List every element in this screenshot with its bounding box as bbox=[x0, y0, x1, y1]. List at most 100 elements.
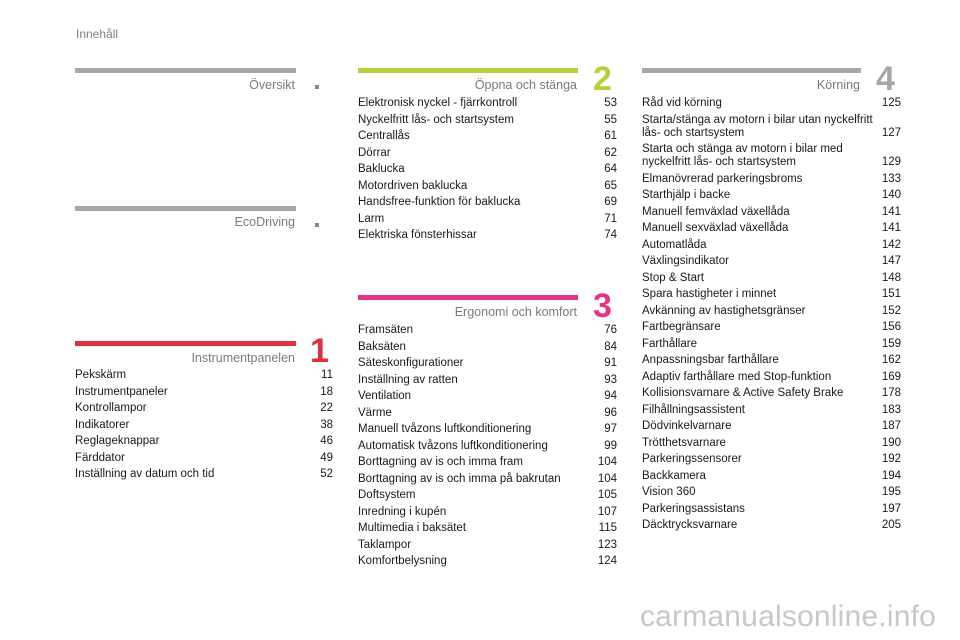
section-title-instrument[interactable]: Instrumentpanelen bbox=[191, 351, 295, 365]
toc-entry-page: 183 bbox=[881, 403, 901, 416]
toc-entry-title: Fartbegränsare bbox=[642, 321, 721, 333]
toc-entry[interactable]: Spara hastigheter i minnet 151 bbox=[642, 288, 901, 301]
toc-entry-page: 127 bbox=[881, 126, 901, 139]
toc-entry[interactable]: Avkänning av hastighetsgränser 152 bbox=[642, 305, 901, 318]
toc-entry[interactable]: Säteskonfigurationer 91 bbox=[358, 357, 617, 370]
toc-entry[interactable]: Trötthetsvarnare 190 bbox=[642, 437, 901, 450]
toc-entry[interactable]: Elektronisk nyckel - fjärrkontroll 53 bbox=[358, 97, 617, 110]
toc-entry[interactable]: Filhållningsassistent 183 bbox=[642, 404, 901, 417]
toc-entry[interactable]: Starta och stänga av motorn i bilar med … bbox=[642, 143, 901, 169]
section-number-korning: 4 bbox=[876, 60, 895, 98]
toc-entry[interactable]: Farthållare 159 bbox=[642, 338, 901, 351]
toc-entry-title: Adaptiv farthållare med Stop-funktion bbox=[642, 370, 832, 383]
toc-entry-title: Ventilation bbox=[358, 390, 412, 402]
toc-entry[interactable]: Anpassningsbar farthållare 162 bbox=[642, 354, 901, 367]
toc-entry[interactable]: Kollisionsvarnare & Active Safety Brake 1… bbox=[642, 387, 901, 400]
toc-entry-title: Nyckelfritt lås- och startsystem bbox=[358, 113, 514, 126]
toc-entry-page: 49 bbox=[320, 451, 333, 464]
toc-entry[interactable]: Manuell femväxlad växellåda 141 bbox=[642, 206, 901, 219]
toc-entry-page: 162 bbox=[881, 354, 901, 366]
toc-entry[interactable]: Nyckelfritt lås- och startsystem 55 bbox=[358, 114, 617, 127]
toc-entry[interactable]: Larm 71 bbox=[358, 213, 617, 226]
toc-entry[interactable]: Borttagning av is och imma på bakrutan 10… bbox=[358, 473, 617, 486]
toc-entry[interactable]: Manuell sexväxlad växellåda 141 bbox=[642, 222, 901, 235]
toc-entry[interactable]: Dödvinkelvarnare 187 bbox=[642, 420, 901, 433]
toc-entry-title: Parkeringsassistans bbox=[642, 502, 745, 515]
section-title-oppna[interactable]: Öppna och stänga bbox=[474, 78, 577, 92]
toc-entry-page: 74 bbox=[604, 229, 617, 241]
toc-entry[interactable]: Doftsystem 105 bbox=[358, 489, 617, 502]
toc-entry-page: 94 bbox=[604, 390, 617, 402]
toc-entry[interactable]: Automatisk tvåzons luftkonditionering 99 bbox=[358, 440, 617, 453]
toc-entry[interactable]: Kontrollampor 22 bbox=[75, 402, 333, 415]
toc-entry[interactable]: Backkamera 194 bbox=[642, 470, 901, 483]
toc-entry-page: 147 bbox=[881, 255, 901, 267]
toc-entry-title: Starta/stänga av motorn i bilar utan nyc… bbox=[642, 113, 873, 139]
section-title-ecodriving[interactable]: EcoDriving bbox=[234, 215, 295, 229]
toc-entry[interactable]: Däcktrycksvarnare 205 bbox=[642, 519, 901, 532]
toc-entry-page: 115 bbox=[598, 522, 617, 534]
toc-entry[interactable]: Komfortbelysning 124 bbox=[358, 555, 617, 568]
section-title-oversikt[interactable]: Översikt bbox=[249, 78, 295, 92]
toc-entry[interactable]: Elektriska fönsterhissar 74 bbox=[358, 229, 617, 242]
toc-entry-title: Filhållningsassistent bbox=[642, 403, 745, 416]
toc-entry[interactable]: Inredning i kupén 107 bbox=[358, 506, 617, 519]
toc-entry-page: 91 bbox=[604, 357, 617, 369]
toc-entry[interactable]: Multimedia i baksätet 115 bbox=[358, 522, 617, 535]
toc-entry[interactable]: Borttagning av is och imma fram 104 bbox=[358, 456, 617, 469]
toc-entry-page: 93 bbox=[604, 373, 617, 386]
toc-entry[interactable]: Fartbegränsare 156 bbox=[642, 321, 901, 334]
toc-entry-title: Trötthetsvarnare bbox=[642, 436, 726, 449]
section-title-ergonomi[interactable]: Ergonomi och komfort bbox=[454, 305, 577, 319]
toc-entry[interactable]: Taklampor 123 bbox=[358, 539, 617, 552]
toc-entry[interactable]: Starthjälp i backe 140 bbox=[642, 189, 901, 202]
toc-entry[interactable]: Starta/stänga av motorn i bilar utan nyc… bbox=[642, 114, 901, 140]
toc-entry-page: 97 bbox=[604, 423, 617, 435]
toc-entry[interactable]: Indikatorer 38 bbox=[75, 419, 333, 432]
toc-entry[interactable]: Råd vid körning 125 bbox=[642, 97, 901, 110]
toc-entry[interactable]: Centrallås 61 bbox=[358, 130, 617, 143]
toc-entry[interactable]: Inställning av datum och tid 52 bbox=[75, 468, 333, 481]
toc-entry[interactable]: Växlingsindikator 147 bbox=[642, 255, 901, 268]
toc-entry-title: Dörrar bbox=[358, 146, 391, 159]
toc-entry[interactable]: Parkeringssensorer 192 bbox=[642, 453, 901, 466]
toc-entry[interactable]: Handsfree-funktion för baklucka 69 bbox=[358, 196, 617, 209]
toc-entry-title: Starthjälp i backe bbox=[642, 189, 731, 201]
toc-entry[interactable]: Vision 360 195 bbox=[642, 486, 901, 499]
toc-entry-title: Farthållare bbox=[642, 337, 697, 350]
toc-entry[interactable]: Baklucka 64 bbox=[358, 163, 617, 176]
toc-entry-page: 197 bbox=[881, 502, 901, 515]
toc-entry-page: 61 bbox=[604, 130, 617, 142]
toc-entry[interactable]: Parkeringsassistans 197 bbox=[642, 503, 901, 516]
toc-entry[interactable]: Dörrar 62 bbox=[358, 147, 617, 160]
toc-entry-page: 62 bbox=[604, 146, 617, 159]
toc-entry-page: 69 bbox=[604, 196, 617, 208]
toc-entry[interactable]: Adaptiv farthållare med Stop-funktion 169 bbox=[642, 371, 901, 384]
toc-entry[interactable]: Framsäten 76 bbox=[358, 324, 617, 337]
toc-entry[interactable]: Manuell tvåzons luftkonditionering 97 bbox=[358, 423, 617, 436]
toc-entry[interactable]: Baksäten 84 bbox=[358, 341, 617, 354]
toc-entry[interactable]: Reglageknappar 46 bbox=[75, 435, 333, 448]
toc-entry[interactable]: Inställning av ratten 93 bbox=[358, 374, 617, 387]
toc-entry-title: Elektronisk nyckel - fjärrkontroll bbox=[358, 97, 518, 109]
section-title-korning[interactable]: Körning bbox=[816, 78, 860, 92]
toc-entry-title: Dödvinkelvarnare bbox=[642, 420, 732, 432]
toc-entry-title: Råd vid körning bbox=[642, 97, 722, 109]
toc-entry-page: 133 bbox=[881, 172, 901, 185]
toc-entry-title: Däcktrycksvarnare bbox=[642, 519, 738, 531]
toc-entry[interactable]: Elmanövrerad parkeringsbroms 133 bbox=[642, 173, 901, 186]
toc-entry[interactable]: Pekskärm 11 bbox=[75, 369, 333, 382]
toc-entry[interactable]: Instrumentpaneler 18 bbox=[75, 386, 333, 399]
toc-entry-title: Taklampor bbox=[358, 538, 412, 551]
toc-entry[interactable]: Färddator 49 bbox=[75, 452, 333, 465]
toc-entry-page: 194 bbox=[881, 469, 901, 482]
section-marker-oversikt bbox=[315, 85, 319, 89]
toc-entry[interactable]: Stop & Start 148 bbox=[642, 272, 901, 285]
toc-entry[interactable]: Värme 96 bbox=[358, 407, 617, 420]
toc-entry[interactable]: Ventilation 94 bbox=[358, 390, 617, 403]
toc-entry-page: 64 bbox=[604, 163, 617, 175]
toc-entry[interactable]: Motordriven baklucka 65 bbox=[358, 180, 617, 193]
toc-entry[interactable]: Automatlåda 142 bbox=[642, 239, 901, 252]
toc-entry-title: Automatisk tvåzons luftkonditionering bbox=[358, 439, 548, 452]
toc-entry-page: 46 bbox=[320, 435, 333, 447]
